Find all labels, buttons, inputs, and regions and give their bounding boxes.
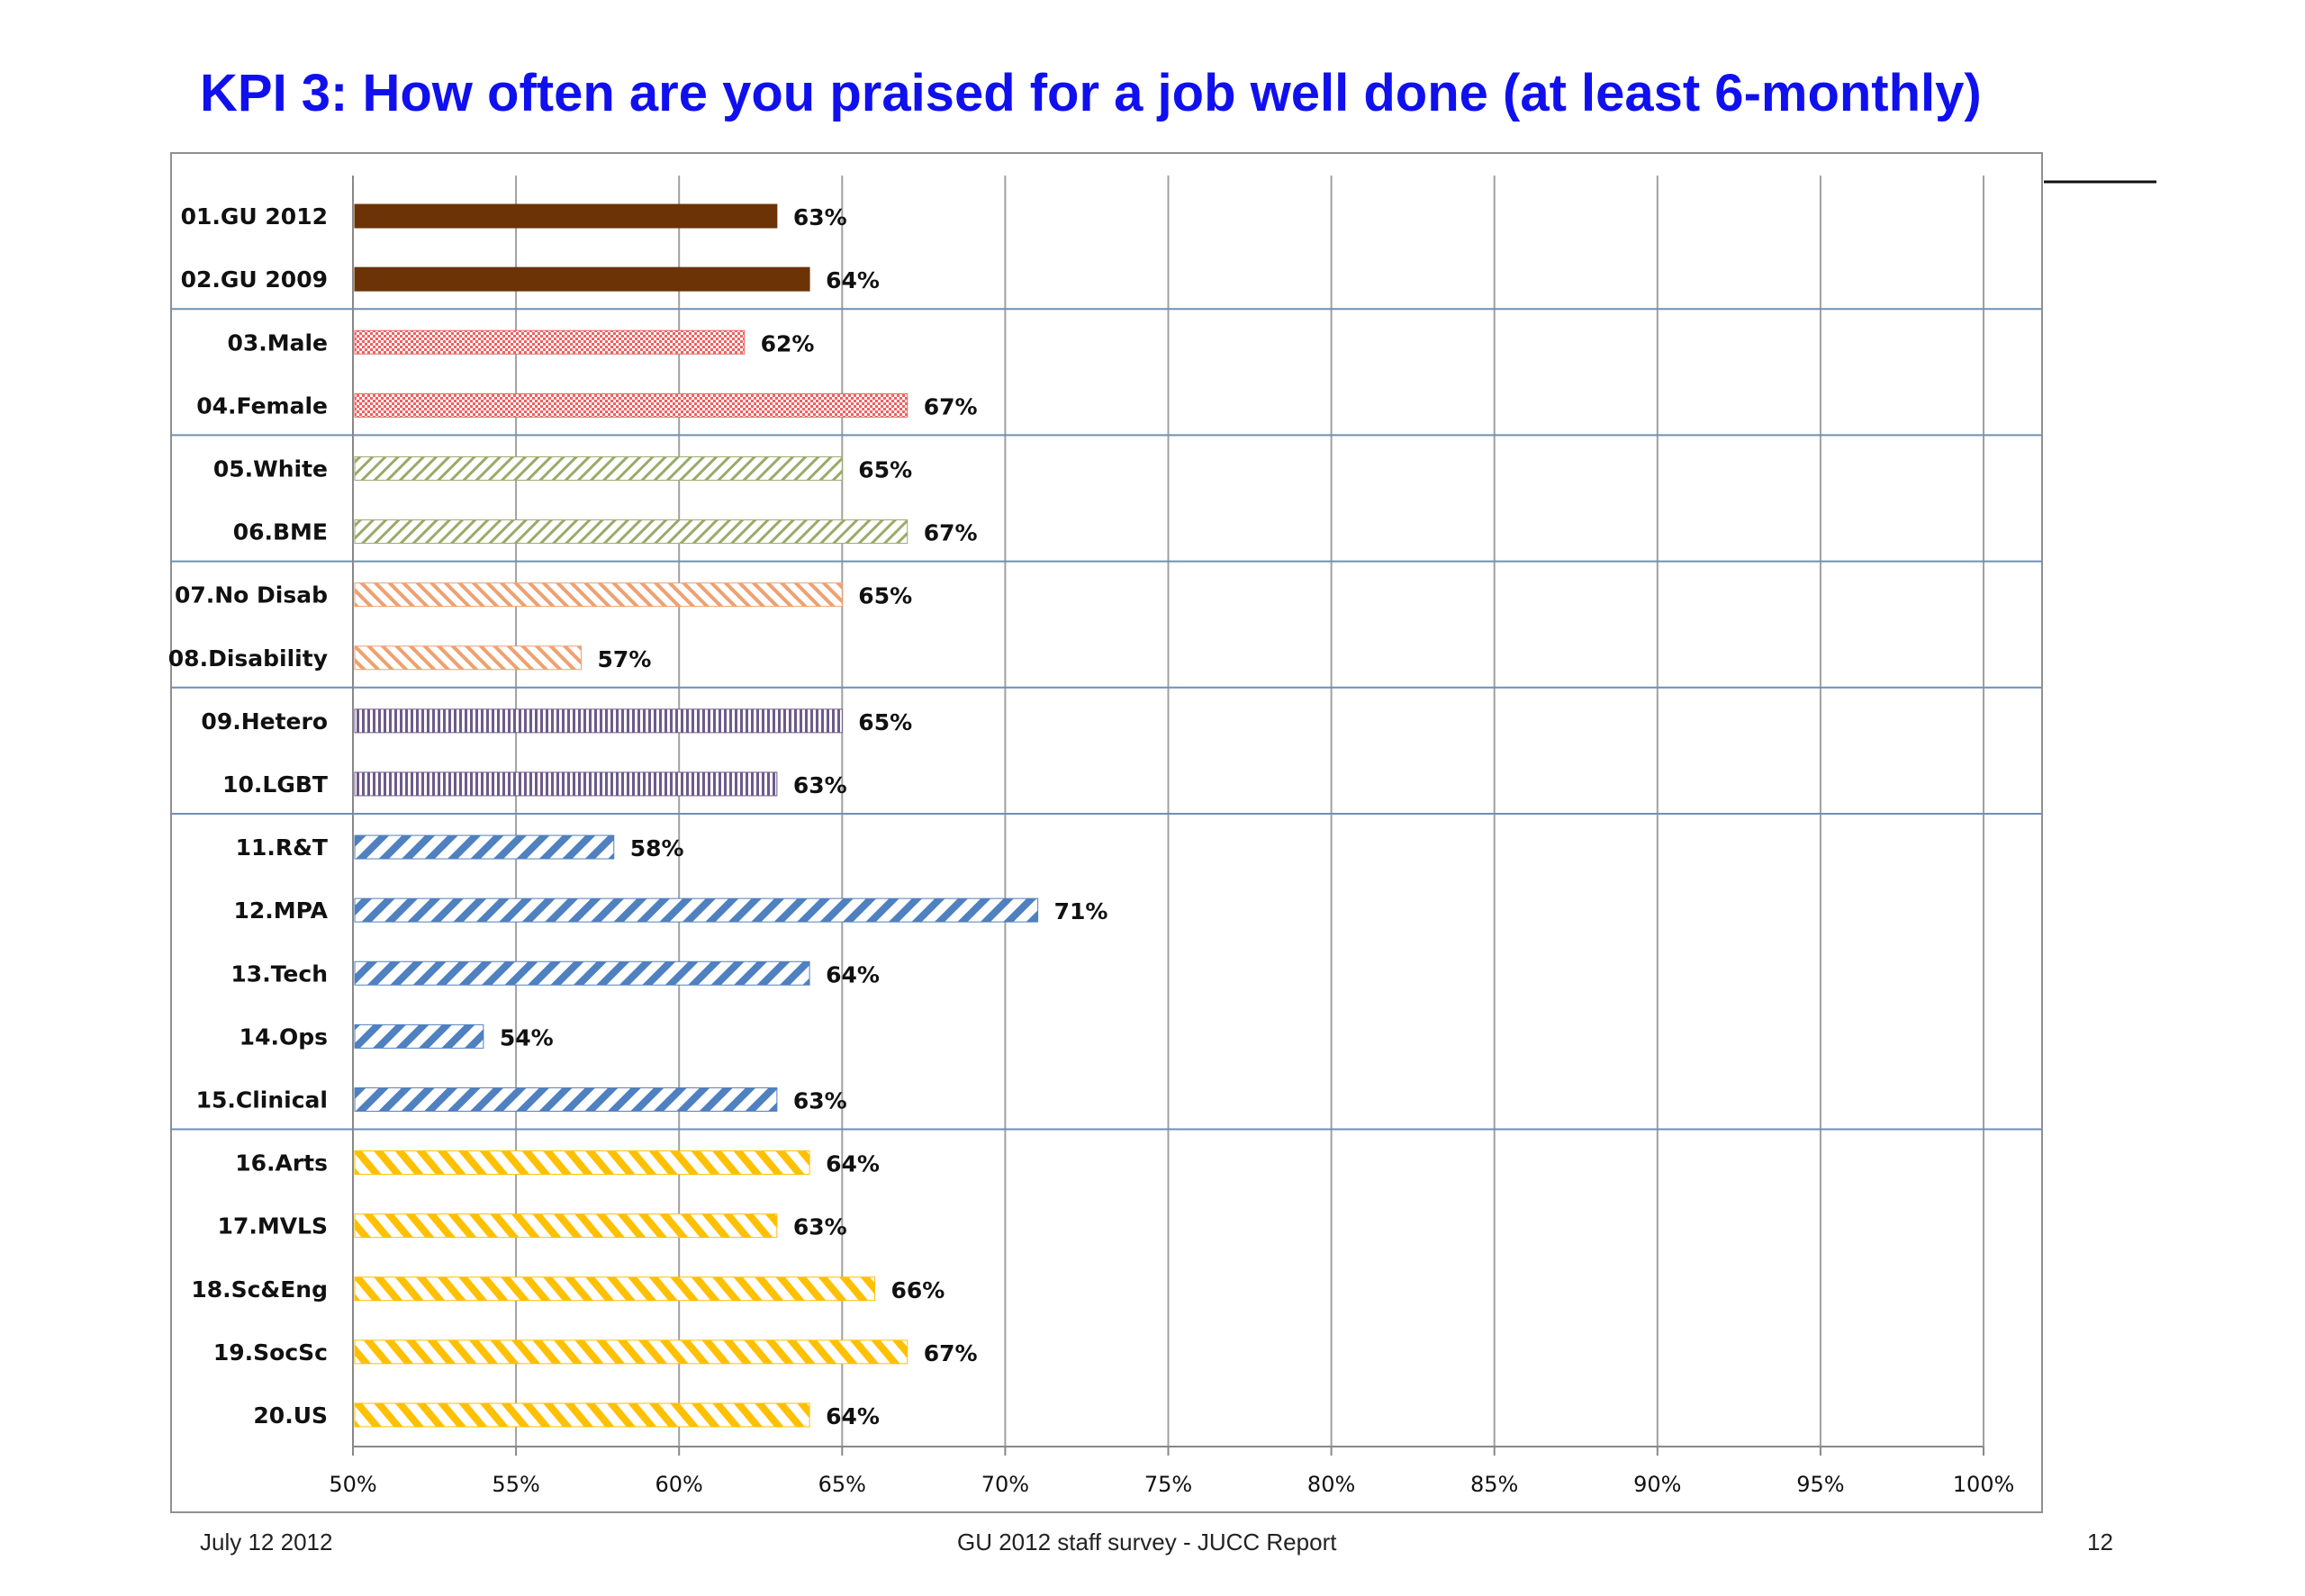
bar (354, 1087, 778, 1112)
value-label: 63% (793, 1087, 847, 1114)
category-label: 16.Arts (235, 1150, 328, 1177)
x-tick-label: 85% (1470, 1472, 1518, 1497)
bar (354, 1150, 810, 1176)
value-label: 63% (793, 1214, 847, 1240)
bar (354, 582, 843, 608)
value-label: 54% (500, 1024, 554, 1050)
footer-report-name: GU 2012 staff survey - JUCC Report (957, 1528, 1337, 1555)
bar (354, 329, 746, 355)
bar (354, 203, 778, 229)
category-label: 05.White (213, 455, 328, 482)
category-label: 13.Tech (230, 960, 328, 987)
bar (354, 1023, 484, 1049)
bar (354, 1339, 908, 1365)
value-label: 71% (1054, 898, 1108, 924)
x-tick-label: 95% (1796, 1472, 1844, 1497)
category-label: 01.GU 2012 (181, 203, 328, 230)
category-label: 17.MVLS (218, 1213, 328, 1240)
value-label: 64% (826, 961, 880, 987)
category-label: 08.Disability (168, 645, 328, 672)
category-label: 12.MPA (233, 897, 328, 924)
category-label: 20.US (253, 1402, 328, 1429)
x-tick-label: 100% (1953, 1472, 2015, 1497)
axes (352, 176, 1984, 1456)
bar (354, 455, 843, 481)
x-tick-label: 80% (1307, 1472, 1355, 1497)
category-label: 07.No Disab (175, 582, 328, 609)
value-label: 66% (891, 1277, 945, 1303)
bar (354, 392, 908, 418)
bar (354, 1276, 876, 1302)
value-label: 57% (598, 646, 652, 672)
gridlines (515, 176, 1984, 1447)
footer-page-number: 12 (2087, 1528, 2113, 1555)
category-label: 03.Male (227, 329, 328, 356)
bar (354, 1402, 810, 1428)
category-label: 09.Hetero (201, 708, 328, 735)
category-label: 18.Sc&Eng (191, 1276, 328, 1303)
value-label: 65% (858, 709, 912, 735)
value-label: 67% (924, 393, 978, 419)
bar (354, 771, 778, 797)
bar (354, 897, 1039, 923)
chart-frame (170, 152, 2043, 1513)
value-label: 64% (826, 1151, 880, 1177)
category-label: 10.LGBT (222, 771, 328, 798)
labels: 50% 55% 60% 65% 70% 75% 80% 85% 90% 95% 100% 01.GU … (168, 203, 2015, 1497)
bars (354, 203, 1039, 1428)
x-tick-label: 75% (1144, 1472, 1192, 1497)
value-label: 65% (858, 456, 912, 482)
x-tick-label: 50% (329, 1472, 376, 1497)
category-label: 06.BME (233, 519, 328, 546)
category-label: 02.GU 2009 (181, 266, 328, 293)
group-separators (171, 308, 2042, 1131)
value-label: 63% (793, 204, 847, 230)
x-tick-label: 55% (492, 1472, 539, 1497)
category-label: 14.Ops (240, 1023, 328, 1050)
x-tick-label: 65% (818, 1472, 866, 1497)
value-label: 67% (924, 1340, 978, 1366)
bar (354, 645, 583, 671)
page-title: KPI 3: How often are you praised for a j… (200, 64, 1982, 122)
value-label: 62% (761, 330, 815, 356)
bar (354, 1213, 778, 1239)
bar (354, 266, 810, 292)
bar (354, 708, 843, 734)
category-label: 15.Clinical (196, 1087, 328, 1113)
value-label: 64% (826, 1403, 880, 1429)
x-tick-label: 70% (981, 1472, 1029, 1497)
value-label: 65% (858, 583, 912, 609)
value-label: 67% (924, 520, 978, 546)
footer-date: July 12 2012 (200, 1528, 333, 1555)
category-label: 04.Female (196, 392, 328, 419)
bar (354, 519, 908, 545)
x-tick-label: 90% (1633, 1472, 1681, 1497)
x-tick-label: 60% (655, 1472, 703, 1497)
value-label: 64% (826, 267, 880, 293)
bar (354, 960, 810, 986)
value-label: 63% (793, 772, 847, 798)
category-label: 11.R&T (236, 834, 328, 861)
category-label: 19.SocSc (213, 1339, 328, 1366)
value-label: 58% (630, 835, 684, 861)
bar (354, 834, 615, 860)
